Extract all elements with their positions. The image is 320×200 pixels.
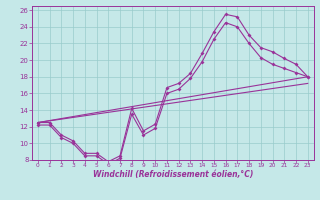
X-axis label: Windchill (Refroidissement éolien,°C): Windchill (Refroidissement éolien,°C): [92, 170, 253, 179]
